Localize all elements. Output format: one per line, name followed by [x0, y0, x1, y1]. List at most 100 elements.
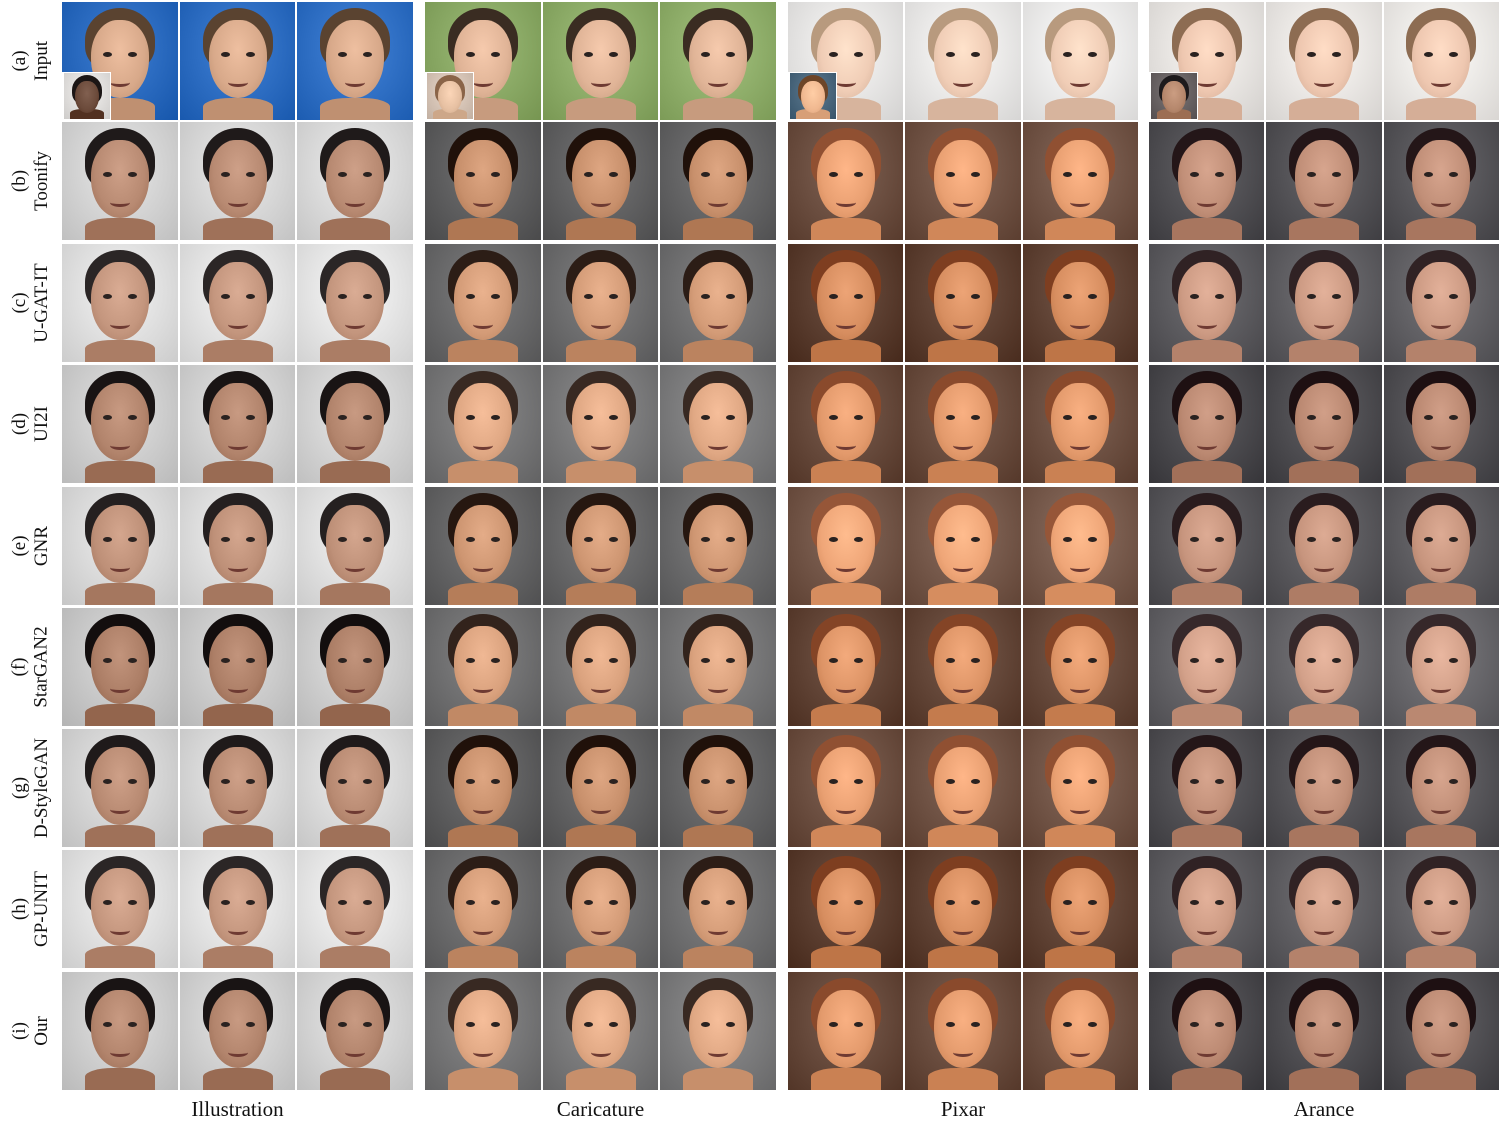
- left-eye: [1424, 52, 1434, 57]
- face-image: [658, 487, 776, 605]
- neck-shape: [202, 98, 273, 120]
- row-label-8: (i) Our: [4, 972, 58, 1090]
- result-panel: [62, 487, 413, 605]
- mouth-shape: [1313, 805, 1334, 814]
- row-tag: (c): [9, 292, 31, 314]
- left-eye: [1424, 537, 1434, 542]
- result-panel: [1149, 850, 1499, 968]
- right-eye: [1331, 415, 1341, 420]
- mouth-shape: [345, 441, 366, 450]
- left-eye: [583, 537, 593, 542]
- right-eye: [608, 294, 618, 299]
- face-image: [540, 608, 659, 726]
- left-eye: [1063, 658, 1073, 663]
- row-method-name: UI2I: [30, 406, 52, 442]
- right-eye: [970, 172, 980, 177]
- mouth-shape: [1070, 684, 1091, 693]
- neck-shape: [202, 461, 273, 483]
- left-eye: [220, 415, 230, 420]
- face-image: [540, 972, 659, 1090]
- neck-shape: [810, 825, 881, 847]
- mouth-shape: [1196, 441, 1217, 450]
- right-eye: [1331, 537, 1341, 542]
- right-eye: [245, 415, 255, 420]
- result-panel: [788, 608, 1138, 726]
- right-eye: [1214, 658, 1224, 663]
- neck-shape: [1406, 98, 1477, 120]
- right-eye: [490, 900, 500, 905]
- left-eye: [1189, 415, 1199, 420]
- mouth-shape: [109, 563, 130, 572]
- neck-shape: [320, 218, 391, 240]
- mouth-shape: [345, 198, 366, 207]
- result-panel: [62, 365, 413, 483]
- mouth-shape: [1196, 563, 1217, 572]
- row-label-5: (f) StarGAN2: [4, 608, 58, 726]
- left-eye: [828, 415, 838, 420]
- mouth-shape: [1196, 926, 1217, 935]
- left-eye: [338, 779, 348, 784]
- right-eye: [726, 294, 736, 299]
- mouth-shape: [345, 78, 366, 87]
- face-image: [1020, 365, 1138, 483]
- right-eye: [970, 294, 980, 299]
- mouth-shape: [952, 1048, 973, 1057]
- mouth-shape: [472, 926, 493, 935]
- neck-shape: [1406, 583, 1477, 605]
- face-image: [1149, 122, 1265, 240]
- right-eye: [1088, 658, 1098, 663]
- right-eye: [853, 294, 863, 299]
- right-eye: [363, 779, 373, 784]
- left-eye: [1063, 779, 1073, 784]
- right-eye: [490, 779, 500, 784]
- face-image: [903, 729, 1021, 847]
- right-eye: [245, 900, 255, 905]
- face-image: [1020, 972, 1138, 1090]
- face-image: [295, 608, 413, 726]
- mouth-shape: [708, 684, 729, 693]
- mouth-shape: [835, 441, 856, 450]
- face-image: [177, 487, 296, 605]
- neck-shape: [447, 461, 518, 483]
- neck-shape: [810, 461, 881, 483]
- neck-shape: [1045, 218, 1116, 240]
- right-eye: [608, 900, 618, 905]
- neck-shape: [1171, 825, 1242, 847]
- right-eye: [490, 537, 500, 542]
- face-image: [1149, 729, 1265, 847]
- face-image: [62, 972, 178, 1090]
- mouth-shape: [590, 198, 611, 207]
- left-eye: [465, 415, 475, 420]
- left-eye: [102, 658, 112, 663]
- left-eye: [102, 52, 112, 57]
- right-eye: [1331, 658, 1341, 663]
- neck-shape: [447, 825, 518, 847]
- right-eye: [726, 900, 736, 905]
- left-eye: [1306, 900, 1316, 905]
- right-eye: [970, 900, 980, 905]
- face-image: [295, 365, 413, 483]
- right-eye: [127, 537, 137, 542]
- left-eye: [338, 537, 348, 542]
- mouth-shape: [345, 926, 366, 935]
- left-eye: [102, 172, 112, 177]
- neck-shape: [202, 704, 273, 726]
- mouth-shape: [590, 926, 611, 935]
- right-eye: [1088, 779, 1098, 784]
- left-eye: [1063, 900, 1073, 905]
- neck-shape: [927, 1068, 998, 1090]
- right-eye: [245, 537, 255, 542]
- left-eye: [828, 172, 838, 177]
- right-eye: [1331, 779, 1341, 784]
- right-eye: [363, 900, 373, 905]
- mouth-shape: [590, 1048, 611, 1057]
- mouth-shape: [952, 805, 973, 814]
- left-eye: [1063, 52, 1073, 57]
- left-eye: [945, 172, 955, 177]
- face-image: [1149, 972, 1265, 1090]
- input-panel: [788, 2, 1138, 120]
- result-panel: [1149, 487, 1499, 605]
- head-shape: [75, 81, 99, 113]
- left-eye: [1189, 779, 1199, 784]
- neck-shape: [1406, 461, 1477, 483]
